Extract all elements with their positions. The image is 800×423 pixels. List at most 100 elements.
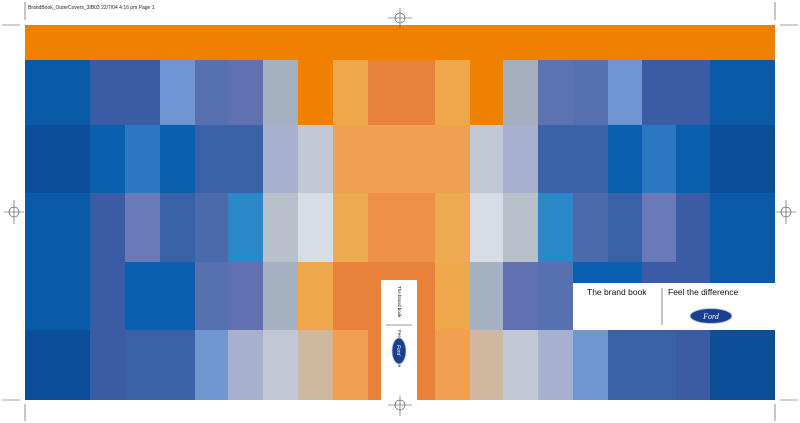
- tile: [228, 330, 263, 400]
- cover-title: The brand book: [587, 287, 647, 297]
- tile: [368, 125, 400, 193]
- tile: [538, 125, 573, 193]
- tile: [503, 125, 538, 193]
- cover-tagline: Feel the difference: [668, 287, 739, 297]
- tile: [503, 262, 538, 330]
- tile: [608, 193, 642, 262]
- tile: [298, 125, 333, 193]
- tile: [676, 193, 710, 262]
- tile: [25, 60, 90, 125]
- tile: [710, 330, 775, 400]
- tile: [608, 125, 642, 193]
- tile: [538, 262, 573, 330]
- tile: [400, 60, 435, 125]
- tile: [125, 193, 160, 262]
- tile: [160, 262, 195, 330]
- tile: [676, 125, 710, 193]
- tile: [160, 193, 195, 262]
- tile: [195, 60, 228, 125]
- tile: [538, 193, 573, 262]
- tile: [228, 262, 263, 330]
- tile: [710, 60, 775, 125]
- tile: [263, 262, 298, 330]
- tile: [642, 60, 676, 125]
- tile: [368, 60, 400, 125]
- tile: [503, 60, 538, 125]
- tile: [263, 60, 298, 125]
- tile: [160, 125, 195, 193]
- tile: [710, 193, 775, 262]
- tile: [608, 60, 642, 125]
- tile: [25, 193, 90, 262]
- tile: [573, 330, 608, 400]
- tile: [195, 125, 228, 193]
- tile: [90, 193, 125, 262]
- tile: [333, 193, 368, 262]
- tile: [90, 125, 125, 193]
- tile: [90, 330, 125, 400]
- spine-title: The brand book: [397, 286, 402, 318]
- tile: [642, 125, 676, 193]
- spine-logo: Ford: [391, 337, 407, 365]
- print-slug: BrandBook_OuterCovers_3IB03 22/7/04 4:16…: [28, 5, 155, 11]
- tile: [538, 60, 573, 125]
- tile: [160, 60, 195, 125]
- tile: [125, 125, 160, 193]
- tile: [400, 193, 435, 262]
- tile: [125, 262, 160, 330]
- tile: [470, 262, 503, 330]
- tile: [125, 330, 160, 400]
- tile: [125, 60, 160, 125]
- tile: [90, 262, 125, 330]
- tile: [195, 330, 228, 400]
- cover-logo-text: Ford: [702, 312, 720, 321]
- tile: [195, 262, 228, 330]
- tile: [538, 330, 573, 400]
- tile: [90, 60, 125, 125]
- tile: [676, 330, 710, 400]
- tile: [298, 330, 333, 400]
- tile: [263, 330, 298, 400]
- spine-logo-text: Ford: [395, 345, 401, 356]
- tile: [298, 60, 333, 125]
- tile: [435, 262, 470, 330]
- tile: [228, 193, 263, 262]
- tile: [503, 330, 538, 400]
- tile: [25, 125, 90, 193]
- tile: [470, 330, 503, 400]
- tile: [642, 330, 676, 400]
- tile: [435, 330, 470, 400]
- tile: [333, 60, 368, 125]
- tile: [228, 60, 263, 125]
- tile: [368, 193, 400, 262]
- cover-logo: Ford: [689, 308, 733, 324]
- tile: [642, 193, 676, 262]
- top-band: [25, 25, 775, 61]
- tile: [25, 262, 90, 330]
- tile: [503, 193, 538, 262]
- cover-panel: [573, 283, 775, 330]
- tile: [573, 125, 608, 193]
- tile: [333, 330, 368, 400]
- tile: [160, 330, 195, 400]
- tile-grid: [25, 60, 775, 400]
- tile: [298, 262, 333, 330]
- tile: [333, 262, 368, 330]
- tile: [676, 60, 710, 125]
- tile: [710, 125, 775, 193]
- tile: [435, 193, 470, 262]
- tile: [470, 193, 503, 262]
- tile: [263, 125, 298, 193]
- tile: [195, 193, 228, 262]
- tile: [400, 125, 435, 193]
- tile: [25, 330, 90, 400]
- tile: [573, 193, 608, 262]
- tile: [435, 60, 470, 125]
- tile: [470, 125, 503, 193]
- tile: [228, 125, 263, 193]
- tile: [263, 193, 298, 262]
- tile: [333, 125, 368, 193]
